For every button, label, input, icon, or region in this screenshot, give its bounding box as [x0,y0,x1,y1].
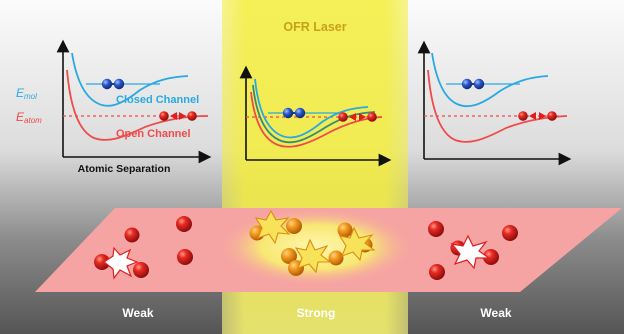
left-potential-plot: Emol Eatom Closed Channel Open Channel A… [16,39,212,175]
left-approach-arrows-icon [170,112,186,120]
right-free-atom-2 [547,111,557,121]
laser-atom [328,250,344,266]
atom [428,221,444,237]
closed-channel-label: Closed Channel [116,94,199,106]
right-open-channel-curve [427,69,568,143]
right-potential-plot [417,40,572,166]
strong-label: Strong [297,306,336,320]
right-region-atoms [428,221,518,280]
right-molecule-atom-2 [473,78,485,90]
laser-spot [216,207,416,287]
center-free-atom-1 [338,112,348,122]
laser-atom [337,222,353,238]
weak-label-left: Weak [122,306,153,320]
atom [176,216,192,232]
left-region-atoms [94,216,193,280]
atom-plane [35,207,622,292]
collision-burst-icon [102,246,139,280]
atom [124,227,140,243]
right-molecule [461,78,485,90]
mol-energy-label: Emol [16,86,37,101]
left-molecule-atom-2 [113,78,125,90]
center-region-atoms [249,209,376,276]
center-molecule-atom-1 [282,107,294,119]
right-closed-channel-curve [431,52,549,108]
atom [502,225,518,241]
right-approach-arrows-icon [529,112,546,120]
left-atom-pair [159,111,197,121]
open-channel-label: Open Channel [116,128,191,140]
left-free-atom-2 [187,111,197,121]
center-atom-pair [338,112,377,122]
laser-atom [281,248,297,264]
center-molecule [282,107,306,119]
collision-burst-icon [294,238,332,274]
center-molecule-atom-2 [294,107,306,119]
center-approach-arrows-icon [349,113,366,121]
atom [94,254,110,270]
weak-label-right: Weak [480,306,511,320]
center-potential-plot [239,65,392,167]
atom [483,249,499,265]
right-molecule-atom-1 [461,78,473,90]
collision-burst-icon [254,209,291,245]
atom [429,264,445,280]
atom [133,262,149,278]
left-closed-channel-curve [71,52,189,107]
laser-atom [286,218,302,234]
center-closed-channel-curve [254,78,369,139]
center-open-channel-curve [250,91,383,148]
right-atom-pair [518,111,557,121]
laser-label: OFR Laser [283,20,346,34]
left-free-atom-1 [159,111,169,121]
center-free-atom-2 [367,112,377,122]
x-axis-label: Atomic Separation [78,163,171,175]
collision-burst-icon [338,226,376,262]
right-free-atom-1 [518,111,528,121]
collision-burst-icon [450,234,491,270]
atom-energy-label: Eatom [16,110,42,125]
left-molecule [101,78,125,90]
atom [177,249,193,265]
left-molecule-atom-1 [101,78,113,90]
